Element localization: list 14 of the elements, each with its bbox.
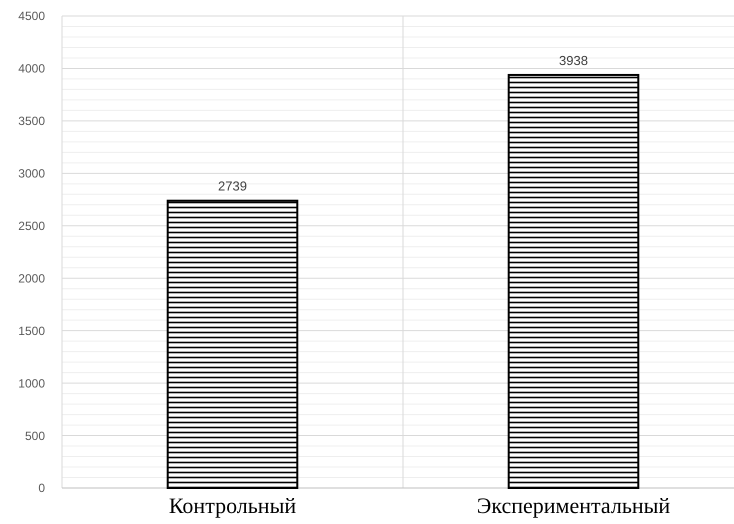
x-tick-label: Экспериментальный [476,493,670,518]
y-tick-label: 4500 [18,9,46,24]
y-tick-label: 1000 [18,376,46,390]
y-tick-label: 3500 [18,114,46,128]
y-tick-label: 2500 [18,218,46,233]
x-tick-label: Контрольный [168,493,296,518]
y-tick-label: 2000 [18,271,46,286]
y-tick-label: 3000 [18,166,46,181]
data-label: 3938 [559,52,588,68]
y-tick-label: 1500 [18,324,46,338]
y-tick-label: 500 [24,428,46,443]
data-label: 2739 [218,178,247,194]
y-tick-label: 0 [38,481,46,496]
y-tick-label: 4000 [18,62,46,76]
